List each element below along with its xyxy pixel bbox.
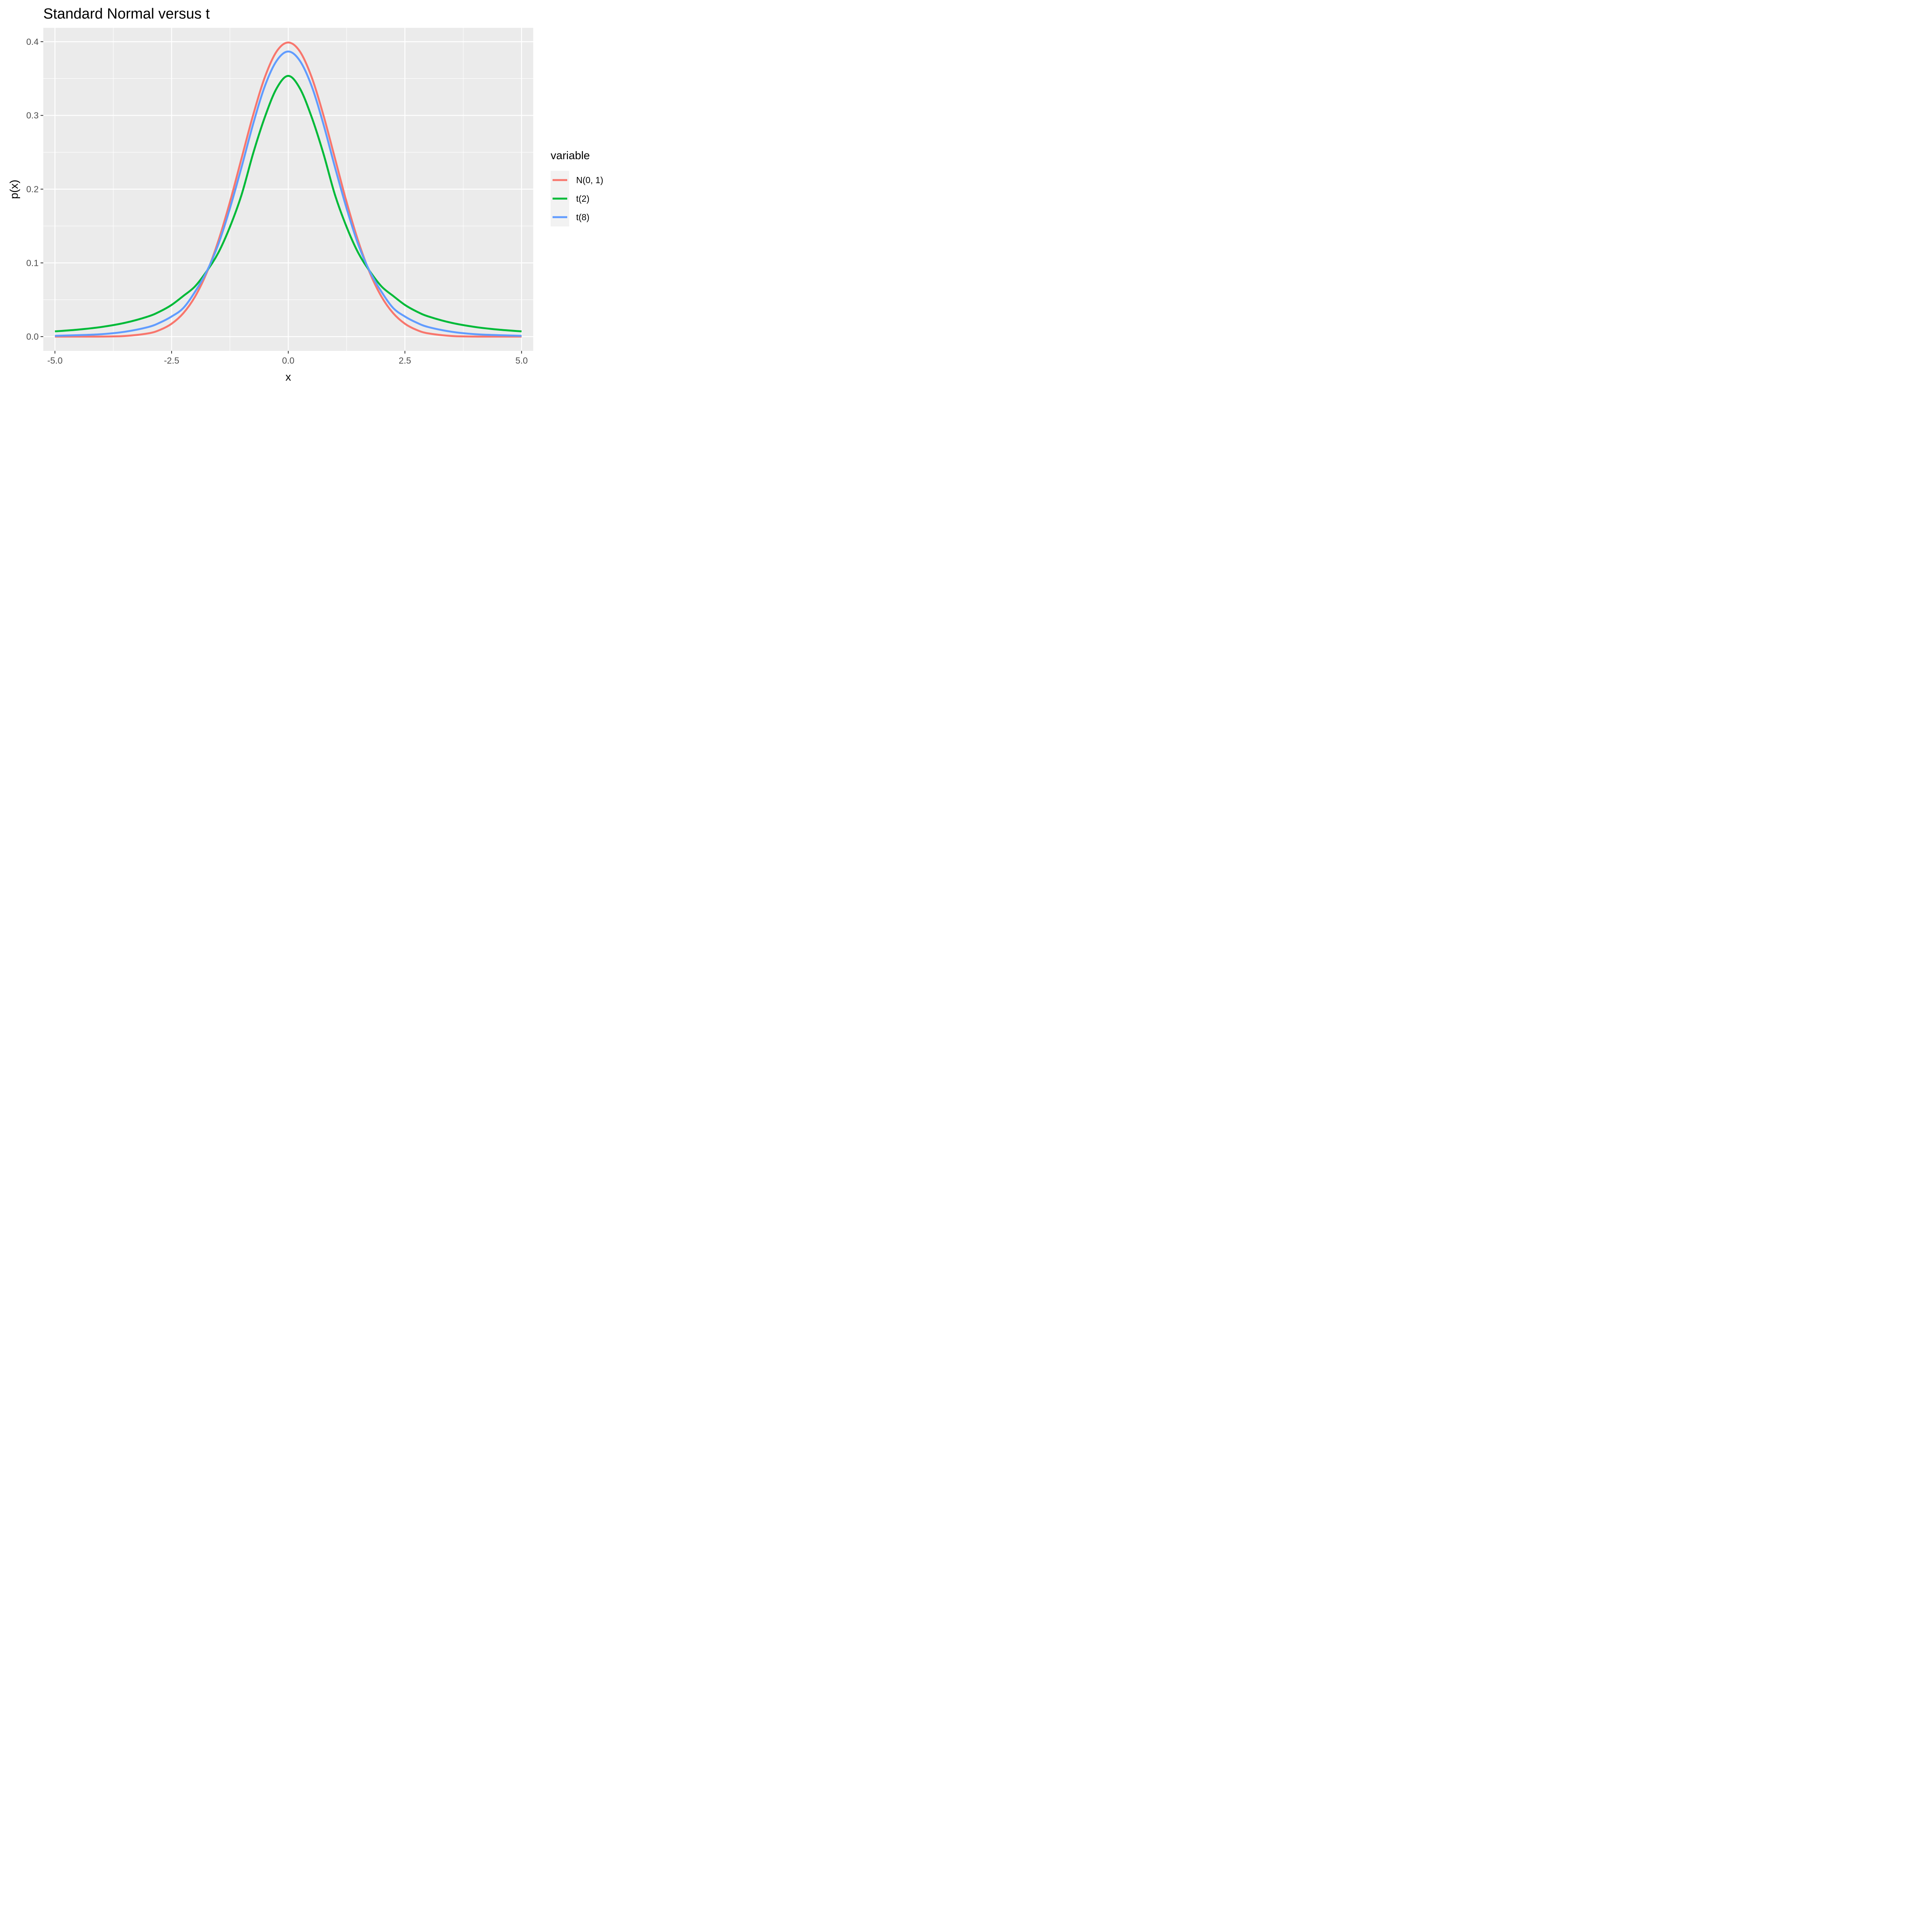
y-tick-label: 0.4	[26, 37, 39, 47]
grid-layer	[43, 28, 533, 351]
x-tick-label: -5.0	[47, 355, 63, 366]
series-line-n-0-1	[55, 41, 522, 338]
y-tick-label: 0.3	[26, 111, 39, 121]
chart: Standard Normal versus t -5.0 -2.5 0.0 2.5 5…	[8, 6, 603, 383]
y-tick-label: 0.1	[26, 258, 39, 268]
legend-label: t(2)	[576, 194, 590, 204]
series-line-t-8	[55, 50, 522, 337]
legend-label: N(0, 1)	[576, 175, 603, 185]
legend: variable N(0, 1) t(2) t(8)	[551, 150, 603, 226]
x-tick-label: 2.5	[399, 355, 411, 366]
series-layer	[55, 41, 522, 338]
y-tick-label: 0.0	[26, 332, 39, 342]
legend-title: variable	[551, 150, 590, 162]
y-tick-label: 0.2	[26, 184, 39, 194]
legend-items: N(0, 1) t(2) t(8)	[551, 171, 603, 226]
series-line-t-2	[55, 75, 522, 333]
chart-title: Standard Normal versus t	[43, 6, 210, 22]
x-tick-label: 5.0	[515, 355, 528, 366]
x-tick-label: 0.0	[282, 355, 294, 366]
x-tick-label: -2.5	[164, 355, 179, 366]
tick-layer: -5.0 -2.5 0.0 2.5 5.0 0.0 0.1 0.2 0.3 0.4	[26, 37, 528, 366]
x-axis-title: x	[286, 371, 291, 383]
legend-label: t(8)	[576, 212, 590, 222]
y-axis-title: p(x)	[8, 180, 20, 199]
